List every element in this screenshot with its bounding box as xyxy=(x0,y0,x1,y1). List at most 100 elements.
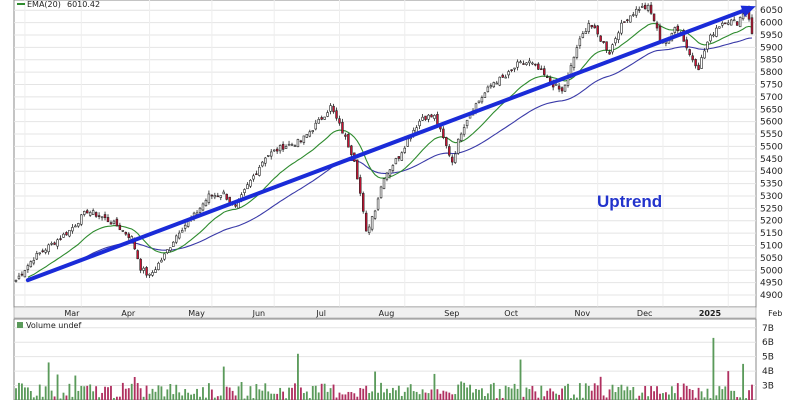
volume-bar xyxy=(353,393,356,400)
candle-body xyxy=(145,267,148,276)
volume-bar xyxy=(581,397,584,400)
volume-bar xyxy=(38,384,41,400)
volume-bar xyxy=(507,387,510,400)
volume-bar xyxy=(172,394,175,400)
candle-body xyxy=(727,22,730,25)
candle-body xyxy=(563,84,567,92)
volume-bar xyxy=(314,385,317,400)
volume-tick-label: 4B xyxy=(762,367,774,377)
volume-bar xyxy=(397,385,400,400)
volume-bar xyxy=(590,390,593,400)
volume-bar xyxy=(495,398,498,400)
volume-bar xyxy=(288,387,290,400)
candle-body xyxy=(290,143,294,146)
volume-bar xyxy=(160,386,163,400)
volume-bar xyxy=(656,386,658,400)
volume-bar xyxy=(308,398,311,400)
price-y-axis: 4900 4950 5000 5050 5100 5150 5200 5250 5300 5350… xyxy=(760,6,783,301)
candle-body xyxy=(47,244,50,253)
candle-body xyxy=(50,243,53,245)
volume-bar xyxy=(391,387,394,400)
volume-bar xyxy=(80,385,83,400)
volume-bar xyxy=(516,388,519,400)
price-tick-label: 5550 xyxy=(760,130,783,140)
volume-bar xyxy=(427,393,430,400)
candle-body xyxy=(287,143,291,146)
volume-bar xyxy=(475,389,477,400)
candle-body xyxy=(456,138,460,154)
volume-bar xyxy=(169,384,172,400)
volume-y-axis: 7B 6B 5B 4B 3B xyxy=(762,324,774,392)
volume-bar xyxy=(641,392,644,400)
ema-legend-value: 6010.42 xyxy=(67,0,100,9)
x-tick-label: Feb xyxy=(768,309,782,318)
volume-bar xyxy=(418,394,421,400)
volume-bar xyxy=(424,392,427,400)
candle-body xyxy=(376,198,380,210)
candle-body xyxy=(219,195,222,198)
candle-body xyxy=(513,67,516,70)
candle-body xyxy=(332,105,335,113)
volume-bar xyxy=(415,391,418,400)
long-moving-average-line xyxy=(75,37,753,264)
candle-body xyxy=(688,49,691,56)
candle-body xyxy=(436,114,439,126)
candle-body xyxy=(454,153,457,163)
candle-body xyxy=(29,261,33,267)
volume-bar xyxy=(409,384,412,400)
candle-body xyxy=(575,47,579,58)
volume-bar xyxy=(113,397,115,400)
volume-bar xyxy=(457,384,460,400)
price-tick-label: 4950 xyxy=(760,279,783,289)
candle-body xyxy=(213,195,217,198)
volume-bar xyxy=(691,390,694,400)
volume-bar xyxy=(243,398,246,400)
candle-body xyxy=(32,260,36,264)
volume-bar xyxy=(273,393,276,400)
volume-bar xyxy=(593,383,596,400)
candle-body xyxy=(53,242,56,245)
volume-bar xyxy=(436,389,439,400)
candle-body xyxy=(614,38,617,44)
candle-body xyxy=(557,85,561,90)
x-tick-label: Jul xyxy=(315,309,326,318)
volume-bar xyxy=(614,392,617,400)
candle-body xyxy=(730,19,733,26)
volume-bar xyxy=(433,373,436,400)
volume-bar xyxy=(659,393,661,400)
candle-body xyxy=(605,41,608,51)
candle-body xyxy=(611,44,614,53)
volume-bar xyxy=(430,389,433,400)
volume-bar xyxy=(739,397,742,400)
candle-body xyxy=(264,157,267,164)
candle-body xyxy=(709,34,712,42)
candle-body xyxy=(94,212,98,217)
candle-body xyxy=(258,166,261,176)
volume-bar xyxy=(305,391,308,400)
ema-legend-label: EMA(20) xyxy=(27,0,61,9)
candle-body xyxy=(136,250,139,260)
candle-body xyxy=(172,241,175,247)
volume-bar xyxy=(667,394,670,400)
volume-bar xyxy=(338,392,341,400)
candle-body xyxy=(97,215,101,217)
price-tick-label: 5700 xyxy=(760,93,783,103)
volume-bar xyxy=(365,385,368,400)
volume-bar xyxy=(602,395,605,400)
price-tick-label: 5450 xyxy=(760,155,783,165)
price-tick-label: 5650 xyxy=(760,105,783,115)
candle-body xyxy=(421,116,424,121)
volume-bar xyxy=(157,385,160,400)
volume-bar xyxy=(184,389,187,400)
volume-bar xyxy=(537,397,540,400)
candle-body xyxy=(391,165,395,171)
candle-body xyxy=(400,152,404,161)
volume-bar xyxy=(697,387,700,400)
x-tick-label: 2025 xyxy=(699,309,722,318)
volume-bar xyxy=(50,390,53,400)
volume-bar xyxy=(335,397,338,400)
volume-bar xyxy=(662,393,664,400)
volume-bar xyxy=(638,395,641,400)
candle-body xyxy=(320,117,323,120)
